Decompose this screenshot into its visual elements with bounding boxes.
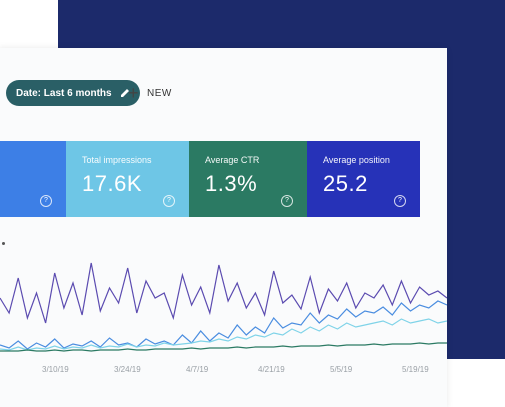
help-icon[interactable]: ? bbox=[394, 195, 406, 207]
performance-line-chart: 3/10/19 3/24/19 4/7/19 4/21/19 5/5/19 5/19/19 bbox=[0, 262, 447, 374]
x-tick-label: 5/5/19 bbox=[330, 365, 353, 374]
x-tick-label: 4/7/19 bbox=[186, 365, 209, 374]
metric-card-position[interactable]: Average position 25.2 ? bbox=[307, 141, 420, 217]
date-filter-chip[interactable]: Date: Last 6 months bbox=[6, 80, 140, 106]
plus-icon: + bbox=[128, 83, 140, 103]
metric-label: Average CTR bbox=[205, 155, 260, 165]
x-tick-label: 5/19/19 bbox=[402, 365, 429, 374]
date-filter-label: Date: Last 6 months bbox=[16, 87, 112, 99]
help-icon[interactable]: ? bbox=[163, 195, 175, 207]
chart-marker-dot bbox=[2, 242, 5, 245]
series-line-1 bbox=[0, 300, 447, 350]
new-filter-label: NEW bbox=[147, 87, 172, 99]
series-line-0 bbox=[0, 262, 447, 324]
metric-label: Average position bbox=[323, 155, 390, 165]
metric-card-clicks[interactable]: ? bbox=[0, 141, 66, 217]
series-line-3 bbox=[0, 342, 447, 352]
metric-card-impressions[interactable]: Total impressions 17.6K ? bbox=[66, 141, 189, 217]
background-navy-panel bbox=[58, 0, 505, 48]
metric-value: 1.3% bbox=[205, 171, 258, 196]
background-navy-side bbox=[447, 48, 505, 359]
metric-label: Total impressions bbox=[82, 155, 152, 165]
metric-card-ctr[interactable]: Average CTR 1.3% ? bbox=[189, 141, 307, 217]
toolbar: Date: Last 6 months + NEW bbox=[0, 48, 447, 134]
x-tick-label: 4/21/19 bbox=[258, 365, 285, 374]
metric-value: 17.6K bbox=[82, 171, 142, 196]
metric-cards: ? Total impressions 17.6K ? Average CTR … bbox=[0, 141, 420, 217]
help-icon[interactable]: ? bbox=[40, 195, 52, 207]
series-line-2 bbox=[0, 318, 447, 351]
help-icon[interactable]: ? bbox=[281, 195, 293, 207]
pencil-icon bbox=[120, 89, 129, 97]
x-tick-label: 3/10/19 bbox=[42, 365, 69, 374]
x-tick-label: 3/24/19 bbox=[114, 365, 141, 374]
analytics-screen: Date: Last 6 months + NEW ? Total impres… bbox=[0, 48, 447, 407]
new-filter-button[interactable]: + NEW bbox=[128, 83, 172, 103]
metric-value: 25.2 bbox=[323, 171, 368, 196]
